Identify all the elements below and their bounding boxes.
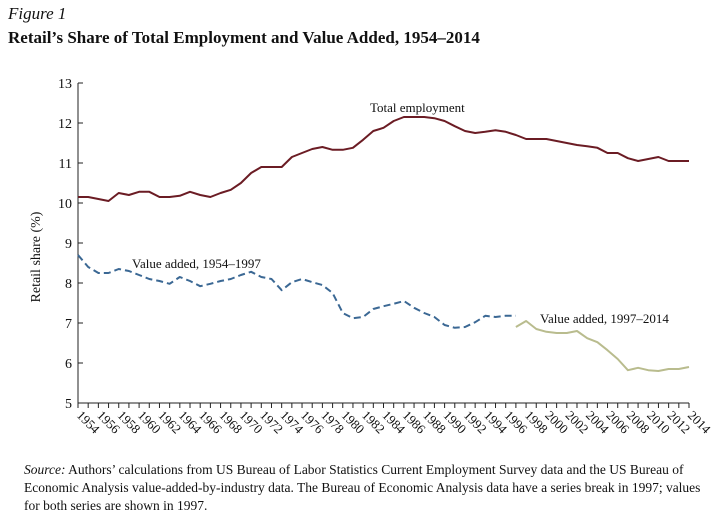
source-text: Authors’ calculations from US Bureau of … bbox=[24, 462, 701, 513]
series-line-2 bbox=[515, 320, 690, 372]
y-tick-label: 10 bbox=[58, 197, 72, 212]
figure-label: Figure 1 bbox=[8, 4, 67, 23]
series-line-0 bbox=[78, 116, 689, 202]
y-tick-label: 13 bbox=[58, 77, 72, 92]
y-tick-label: 6 bbox=[65, 357, 72, 372]
y-axis-ticks: 5 6 7 8 9 10 11 12 13 bbox=[58, 77, 83, 412]
series-annotation-0: Total employment bbox=[370, 100, 465, 115]
chart-series bbox=[77, 116, 690, 372]
source-note: Source: Authors’ calculations from US Bu… bbox=[24, 461, 718, 515]
line-chart: 5 6 7 8 9 10 11 12 13 19541956195819601962196419… bbox=[29, 77, 714, 437]
y-tick-label: 7 bbox=[65, 317, 72, 332]
source-lead: Source: bbox=[24, 462, 66, 477]
x-tick-label: 2014 bbox=[685, 408, 714, 437]
y-tick-label: 8 bbox=[65, 277, 72, 292]
chart-title: Retail’s Share of Total Employment and V… bbox=[8, 28, 480, 47]
series-line-1 bbox=[77, 254, 516, 329]
y-axis-label: Retail share (%) bbox=[29, 211, 44, 302]
series-annotation-1: Value added, 1954–1997 bbox=[132, 256, 261, 271]
y-tick-label: 12 bbox=[58, 117, 72, 132]
series-annotation-2: Value added, 1997–2014 bbox=[540, 311, 669, 326]
chart-axes bbox=[77, 83, 689, 404]
x-axis-ticks: 1954195619581960196219641966196819701972… bbox=[74, 403, 714, 437]
y-tick-label: 11 bbox=[59, 157, 72, 172]
chart-annotations: Total employment Value added, 1954–1997 Va… bbox=[132, 100, 669, 326]
y-tick-label: 9 bbox=[65, 237, 72, 252]
y-tick-label: 5 bbox=[65, 397, 72, 412]
